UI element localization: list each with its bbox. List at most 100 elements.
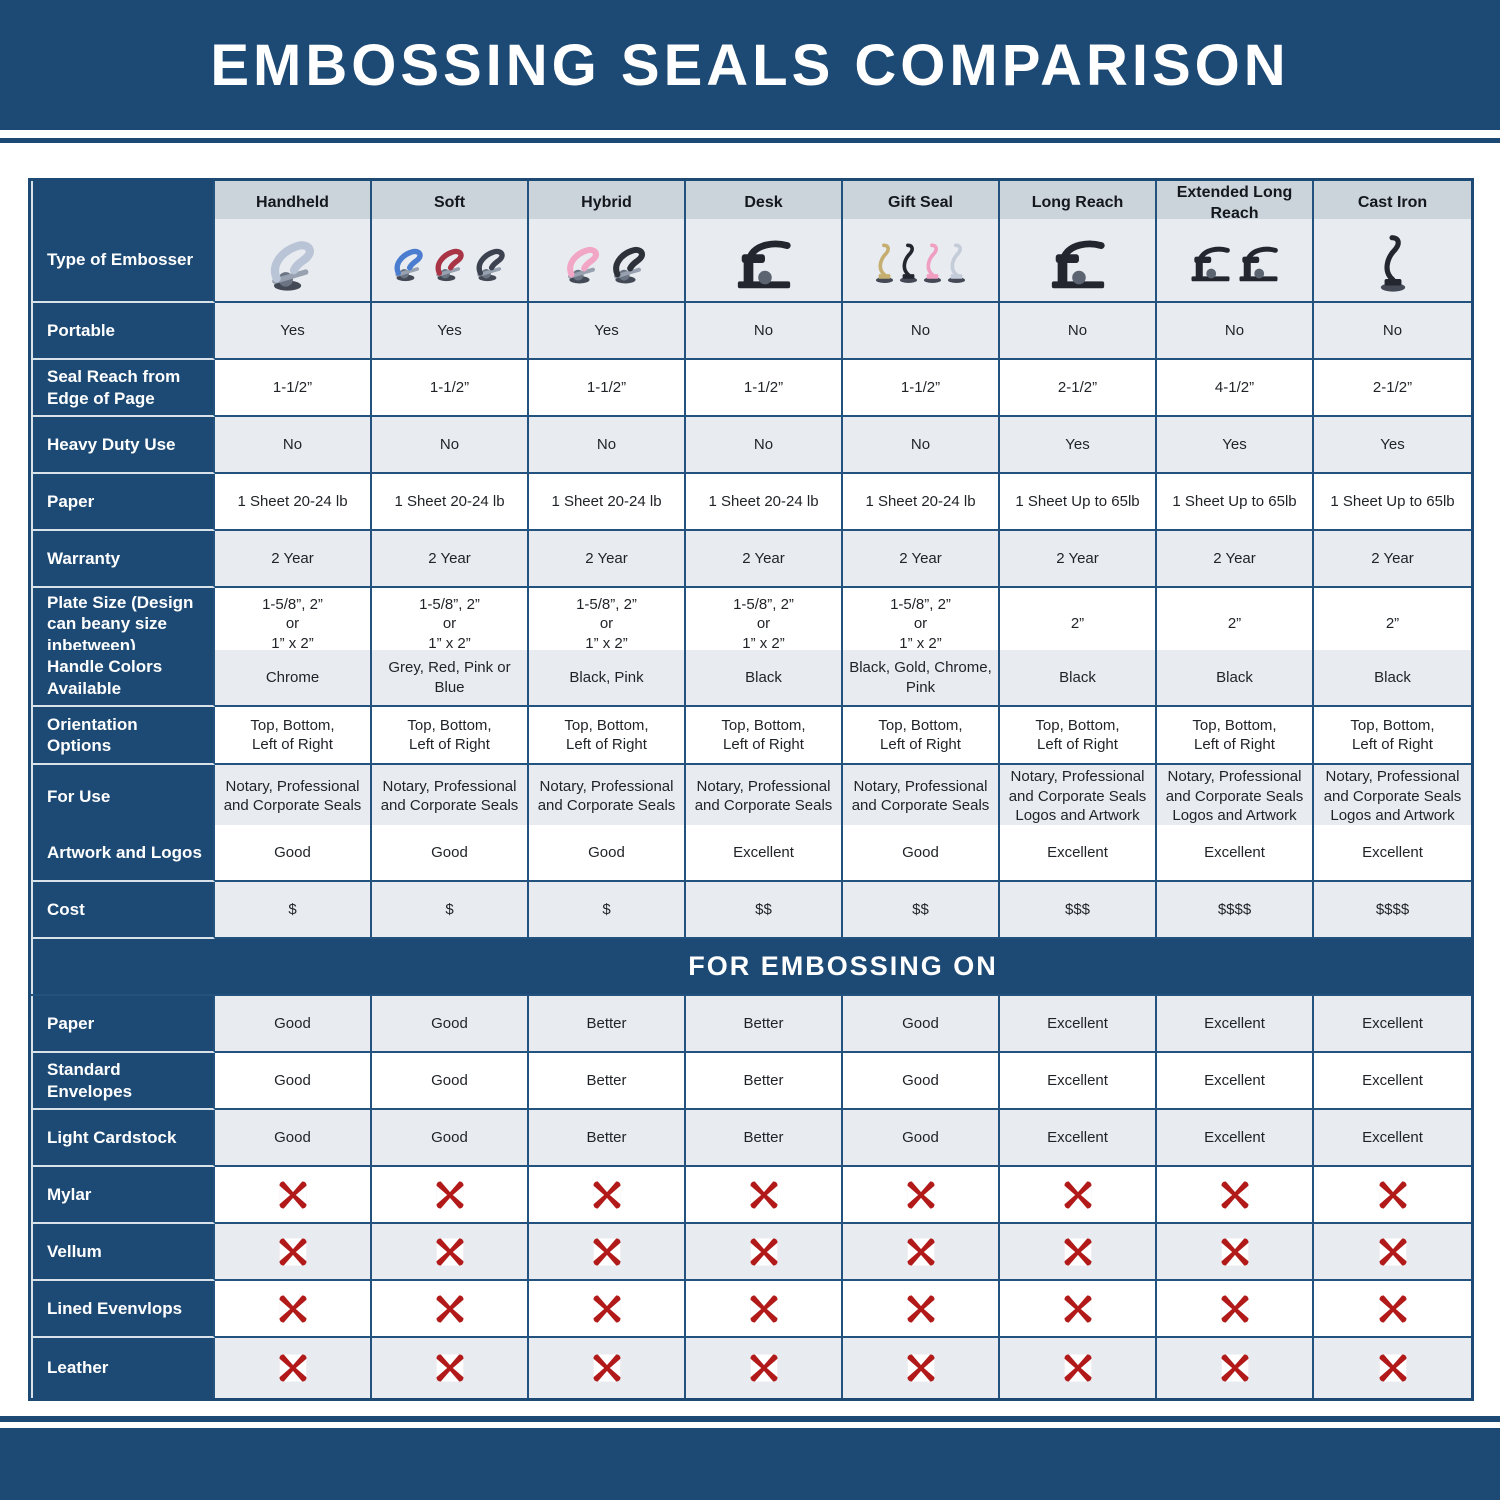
- bottom-divider: [0, 1416, 1500, 1422]
- table-cell: Black: [1314, 650, 1471, 707]
- table-cell: 1-5/8”, 2” or 1” x 2”: [215, 588, 372, 662]
- table-row: For Use Notary, Professional and Corporat…: [31, 765, 1471, 830]
- table-cell: 1-5/8”, 2” or 1” x 2”: [843, 588, 1000, 662]
- x-mark-icon: [279, 1354, 306, 1382]
- table-cell: Top, Bottom, Left of Right: [529, 707, 686, 765]
- table-cell: $: [529, 882, 686, 939]
- x-mark-icon: [1379, 1181, 1406, 1208]
- table-cell: Excellent: [1157, 1053, 1314, 1110]
- row-label-light-cardstock: Light Cardstock: [31, 1110, 215, 1167]
- row-label-paper: Paper: [31, 474, 215, 531]
- embosser-image-cell: [1000, 219, 1157, 303]
- table-cell: [372, 1167, 529, 1224]
- extended-long-reach-embosser-icon: [1239, 246, 1278, 282]
- table-cell: Excellent: [1157, 825, 1314, 882]
- banner-spacer: [31, 939, 215, 994]
- table-row: Lined Evenvlops: [31, 1281, 1471, 1338]
- table-cell: Better: [686, 1110, 843, 1167]
- table-cell: Notary, Professional and Corporate Seals…: [1314, 765, 1471, 830]
- table-cell: 1-1/2”: [215, 360, 372, 417]
- table-cell: Excellent: [1000, 825, 1157, 882]
- table-cell: Excellent: [1314, 825, 1471, 882]
- table-cell: 1 Sheet 20-24 lb: [529, 474, 686, 531]
- table-cell: [686, 1167, 843, 1224]
- x-mark-icon: [1221, 1181, 1248, 1208]
- table-cell: No: [372, 417, 529, 474]
- table-row: Paper 1 Sheet 20-24 lb 1 Sheet 20-24 lb 1 S…: [31, 474, 1471, 531]
- table-cell: 1 Sheet Up to 65lb: [1157, 474, 1314, 531]
- table-cell: 2 Year: [372, 531, 529, 588]
- x-mark-icon: [1221, 1238, 1248, 1265]
- x-mark-icon: [1221, 1354, 1248, 1382]
- table-cell: Good: [529, 825, 686, 882]
- table-cell: Good: [215, 1053, 372, 1110]
- table-cell: Top, Bottom, Left of Right: [1000, 707, 1157, 765]
- x-mark-icon: [750, 1295, 777, 1322]
- x-mark-icon: [279, 1238, 306, 1265]
- x-mark-icon: [907, 1295, 934, 1322]
- x-mark-icon: [436, 1181, 463, 1208]
- embosser-image-cell: [686, 219, 843, 303]
- table-cell: $$$: [1000, 882, 1157, 939]
- x-mark-icon: [1064, 1354, 1091, 1382]
- table-cell: 1 Sheet Up to 65lb: [1000, 474, 1157, 531]
- table-cell: $$$$: [1314, 882, 1471, 939]
- table-cell: [1314, 1338, 1471, 1398]
- table-row: Cost $ $ $ $$ $$ $$$ $$$$ $$$$: [31, 882, 1471, 939]
- table-cell: Black: [686, 650, 843, 707]
- table-cell: [843, 1281, 1000, 1338]
- table-cell: 1-5/8”, 2” or 1” x 2”: [686, 588, 843, 662]
- table-cell: Better: [529, 996, 686, 1053]
- table-cell: Better: [686, 996, 843, 1053]
- embosser-image-cell: [372, 219, 529, 303]
- table-cell: Good: [372, 825, 529, 882]
- x-mark-icon: [1064, 1181, 1091, 1208]
- soft-embosser-icon: [476, 248, 505, 282]
- table-cell: [372, 1281, 529, 1338]
- table-cell: [372, 1224, 529, 1281]
- table-cell: Better: [529, 1110, 686, 1167]
- table-cell: Excellent: [1157, 996, 1314, 1053]
- x-mark-icon: [750, 1181, 777, 1208]
- table-cell: [1314, 1281, 1471, 1338]
- table-cell: Yes: [372, 303, 529, 360]
- handheld-embosser-icon: [270, 241, 314, 291]
- table-cell: Top, Bottom, Left of Right: [1314, 707, 1471, 765]
- gift-seal-embosser-icon: [923, 243, 942, 284]
- table-cell: [1157, 1338, 1314, 1398]
- embossing-section-banner: FOR EMBOSSING ON: [31, 939, 1471, 996]
- table-cell: [843, 1224, 1000, 1281]
- table-cell: Notary, Professional and Corporate Seals: [843, 765, 1000, 830]
- table-cell: Excellent: [1157, 1110, 1314, 1167]
- table-cell: 2-1/2”: [1314, 360, 1471, 417]
- row-label-vellum: Vellum: [31, 1224, 215, 1281]
- footer-band: [0, 1428, 1500, 1500]
- table-cell: No: [843, 303, 1000, 360]
- table-cell: [215, 1167, 372, 1224]
- table-row: Handle Colors Available Chrome Grey, Red, …: [31, 650, 1471, 707]
- x-mark-icon: [1379, 1295, 1406, 1322]
- table-cell: $: [215, 882, 372, 939]
- x-mark-icon: [593, 1181, 620, 1208]
- row-label-leather: Leather: [31, 1338, 215, 1398]
- table-cell: Black: [1000, 650, 1157, 707]
- table-cell: Top, Bottom, Left of Right: [1157, 707, 1314, 765]
- table-cell: 2 Year: [1314, 531, 1471, 588]
- x-mark-icon: [593, 1354, 620, 1382]
- table-cell: 2 Year: [1157, 531, 1314, 588]
- table-cell: 1 Sheet 20-24 lb: [686, 474, 843, 531]
- row-label-lined-evenvlops: Lined Evenvlops: [31, 1281, 215, 1338]
- embossing-section-title: FOR EMBOSSING ON: [688, 951, 998, 981]
- row-label-portable: Portable: [31, 303, 215, 360]
- table-cell: Good: [372, 996, 529, 1053]
- table-cell: Top, Bottom, Left of Right: [215, 707, 372, 765]
- table-cell: Yes: [1314, 417, 1471, 474]
- table-cell: Good: [372, 1053, 529, 1110]
- table-cell: Grey, Red, Pink or Blue: [372, 650, 529, 707]
- table-cell: Notary, Professional and Corporate Seals…: [1000, 765, 1157, 830]
- table-cell: 1 Sheet 20-24 lb: [843, 474, 1000, 531]
- table-row: Light Cardstock Good Good Better Better Good E…: [31, 1110, 1471, 1167]
- long-reach-embosser-icon: [1051, 240, 1105, 289]
- table-cell: [686, 1338, 843, 1398]
- table-cell: $$$$: [1157, 882, 1314, 939]
